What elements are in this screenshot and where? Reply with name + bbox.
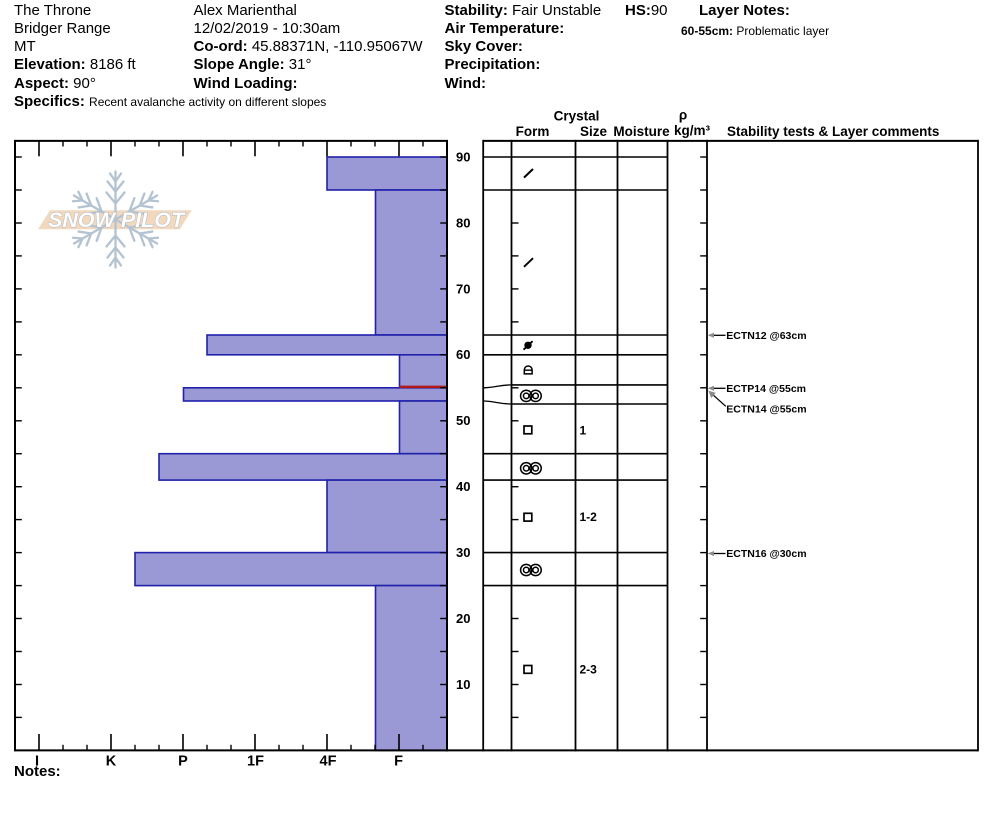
svg-text:Size: Size [580,124,608,139]
svg-text:I: I [35,753,39,769]
svg-text:30: 30 [456,545,470,560]
svg-text:80: 80 [456,215,470,230]
svg-text:1F: 1F [247,753,264,769]
svg-text:10: 10 [456,677,470,692]
svg-text:ECTN12 @63cm: ECTN12 @63cm [726,330,806,342]
svg-text:4F: 4F [320,753,337,769]
svg-text:50: 50 [456,413,470,428]
svg-text:60: 60 [456,347,470,362]
svg-text:ECTN16 @30cm: ECTN16 @30cm [726,548,806,560]
svg-text:Moisture: Moisture [613,124,670,139]
svg-text:P: P [178,753,188,769]
svg-text:Stability tests & Layer commen: Stability tests & Layer comments [727,124,939,139]
svg-text:1: 1 [580,423,587,437]
svg-text:ECTN14 @55cm: ECTN14 @55cm [726,404,806,416]
svg-text:2-3: 2-3 [580,662,598,676]
svg-text:1-2: 1-2 [580,510,598,524]
svg-text:F: F [394,753,403,769]
svg-text:kg/m³: kg/m³ [674,123,711,138]
svg-text:Crystal: Crystal [554,109,600,124]
svg-text:40: 40 [456,479,470,494]
svg-text:K: K [106,753,117,769]
svg-text:ECTP14 @55cm: ECTP14 @55cm [726,383,806,395]
svg-text:Form: Form [516,124,550,139]
svg-text:70: 70 [456,281,470,296]
svg-text:SNOW PILOT: SNOW PILOT [48,208,186,232]
svg-text:ρ: ρ [679,108,687,123]
svg-text:20: 20 [456,611,470,626]
svg-text:90: 90 [456,149,470,164]
